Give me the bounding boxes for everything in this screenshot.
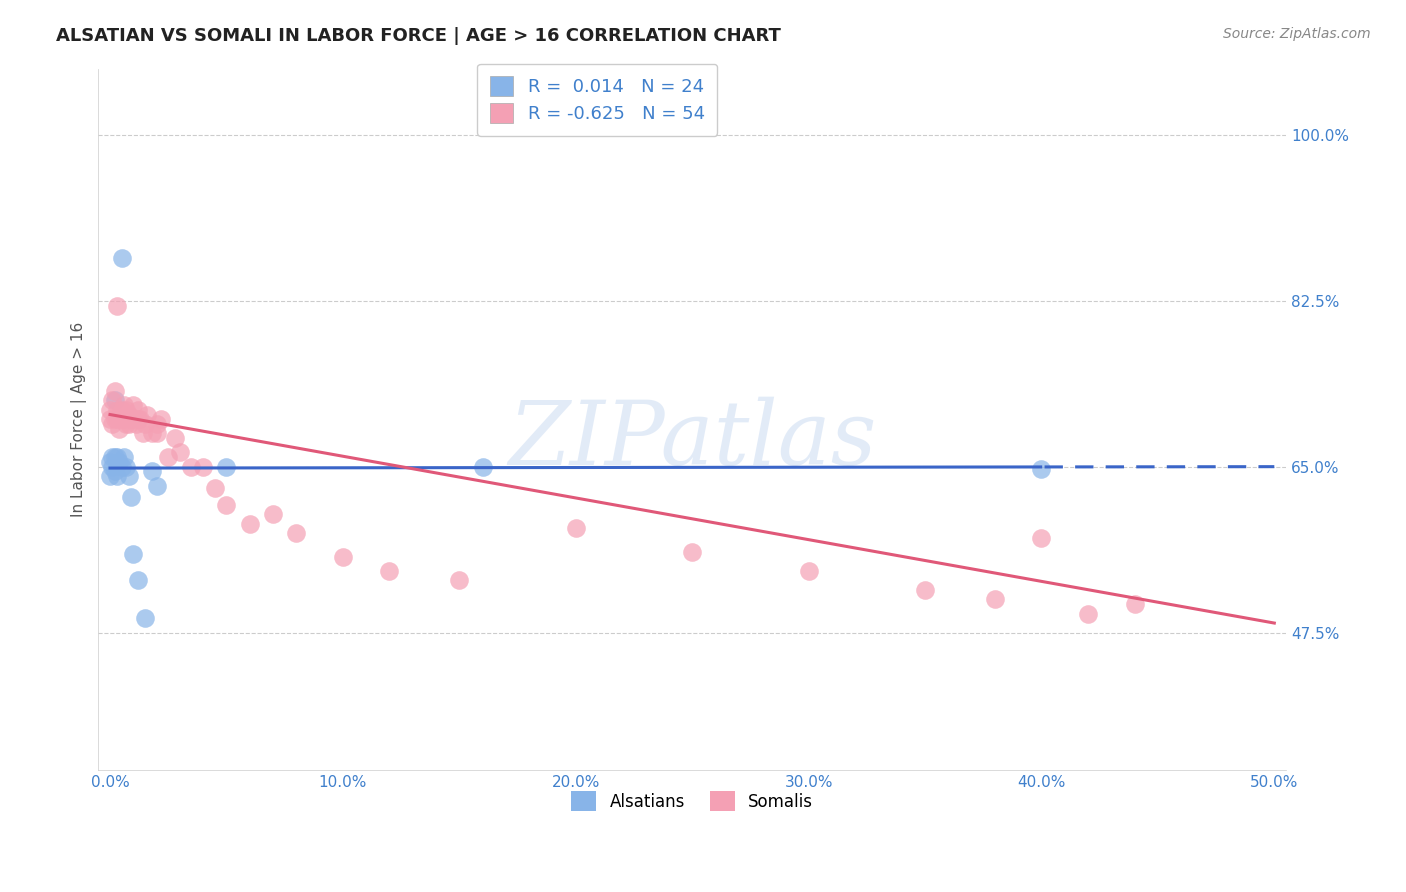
Point bbox=[101, 459, 124, 474]
Point bbox=[101, 450, 124, 465]
Point bbox=[98, 469, 121, 483]
Point bbox=[131, 426, 153, 441]
Point bbox=[105, 298, 128, 312]
Point bbox=[681, 545, 703, 559]
Point bbox=[1031, 461, 1053, 475]
Point bbox=[141, 464, 163, 478]
Point bbox=[105, 469, 128, 483]
Point bbox=[108, 455, 131, 469]
Point bbox=[136, 408, 159, 422]
Point bbox=[134, 417, 156, 431]
Point bbox=[1077, 607, 1099, 621]
Point bbox=[105, 412, 128, 426]
Point bbox=[165, 431, 187, 445]
Point bbox=[101, 417, 124, 431]
Point bbox=[111, 459, 134, 474]
Point bbox=[134, 611, 156, 625]
Point bbox=[215, 459, 238, 474]
Point bbox=[122, 547, 145, 561]
Point bbox=[112, 398, 135, 412]
Point bbox=[332, 549, 354, 564]
Point bbox=[1123, 597, 1146, 611]
Point bbox=[145, 417, 167, 431]
Point bbox=[104, 384, 127, 398]
Point bbox=[105, 402, 128, 417]
Point bbox=[104, 464, 127, 478]
Point bbox=[120, 490, 142, 504]
Point bbox=[111, 402, 134, 417]
Point bbox=[115, 459, 138, 474]
Point bbox=[1031, 531, 1053, 545]
Point bbox=[239, 516, 262, 531]
Point bbox=[215, 498, 238, 512]
Point bbox=[115, 417, 138, 431]
Point bbox=[285, 526, 308, 541]
Point bbox=[145, 426, 167, 441]
Point bbox=[115, 402, 138, 417]
Point bbox=[127, 402, 149, 417]
Point bbox=[471, 459, 494, 474]
Point bbox=[98, 455, 121, 469]
Point bbox=[145, 478, 167, 492]
Text: ZIPatlas: ZIPatlas bbox=[508, 397, 876, 483]
Point bbox=[105, 450, 128, 465]
Point bbox=[180, 459, 202, 474]
Point bbox=[169, 445, 191, 459]
Point bbox=[141, 426, 163, 441]
Point bbox=[104, 412, 127, 426]
Point bbox=[129, 412, 152, 426]
Point bbox=[124, 417, 146, 431]
Text: ALSATIAN VS SOMALI IN LABOR FORCE | AGE > 16 CORRELATION CHART: ALSATIAN VS SOMALI IN LABOR FORCE | AGE … bbox=[56, 27, 782, 45]
Point bbox=[157, 450, 180, 465]
Point bbox=[564, 521, 586, 535]
Point bbox=[984, 592, 1007, 607]
Point bbox=[122, 412, 145, 426]
Point bbox=[117, 469, 139, 483]
Point bbox=[120, 412, 142, 426]
Point bbox=[104, 393, 127, 408]
Point bbox=[378, 564, 401, 578]
Point bbox=[914, 582, 936, 597]
Y-axis label: In Labor Force | Age > 16: In Labor Force | Age > 16 bbox=[72, 322, 87, 516]
Point bbox=[112, 412, 135, 426]
Point bbox=[204, 481, 226, 495]
Point bbox=[108, 408, 131, 422]
Point bbox=[117, 408, 139, 422]
Legend: Alsatians, Somalis: Alsatians, Somalis bbox=[558, 778, 827, 825]
Point bbox=[191, 459, 214, 474]
Point bbox=[122, 398, 145, 412]
Point bbox=[150, 412, 173, 426]
Point bbox=[104, 450, 127, 465]
Point bbox=[112, 450, 135, 465]
Point bbox=[797, 564, 820, 578]
Point bbox=[117, 417, 139, 431]
Point bbox=[98, 412, 121, 426]
Point bbox=[98, 402, 121, 417]
Point bbox=[101, 393, 124, 408]
Point bbox=[262, 507, 284, 521]
Point bbox=[127, 412, 149, 426]
Point bbox=[108, 422, 131, 436]
Point bbox=[111, 412, 134, 426]
Point bbox=[111, 251, 134, 265]
Text: Source: ZipAtlas.com: Source: ZipAtlas.com bbox=[1223, 27, 1371, 41]
Point bbox=[127, 574, 149, 588]
Point bbox=[449, 574, 471, 588]
